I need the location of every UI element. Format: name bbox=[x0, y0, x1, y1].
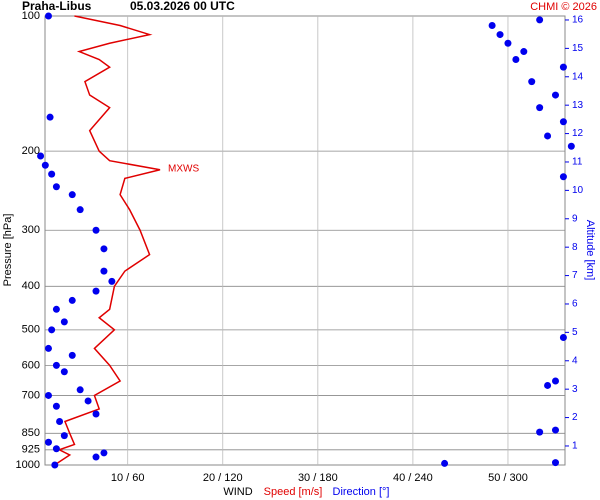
y2-tick-label: 16 bbox=[572, 15, 584, 26]
direction-point bbox=[92, 453, 100, 461]
direction-point bbox=[48, 326, 56, 334]
direction-point bbox=[52, 402, 60, 410]
direction-point bbox=[60, 368, 68, 376]
y-tick-label: 850 bbox=[22, 427, 40, 439]
direction-point bbox=[46, 113, 54, 121]
plot-frame bbox=[44, 15, 566, 466]
direction-point bbox=[108, 277, 116, 285]
x-tick-label: 50 / 300 bbox=[488, 472, 528, 484]
direction-point bbox=[44, 438, 52, 446]
direction-point bbox=[51, 461, 59, 469]
direction-point bbox=[559, 173, 567, 181]
y2-tick-label: 11 bbox=[572, 157, 583, 168]
y-tick-label: 200 bbox=[22, 145, 40, 157]
x-tick-label: 40 / 240 bbox=[393, 472, 433, 484]
direction-point bbox=[68, 191, 76, 199]
legend-speed: Speed [m/s] bbox=[264, 486, 323, 498]
direction-point bbox=[504, 39, 512, 47]
y2-tick-label: 13 bbox=[572, 100, 584, 111]
y2-tick-label: 2 bbox=[572, 412, 578, 423]
y2-tick-label: 5 bbox=[572, 327, 578, 338]
direction-point bbox=[496, 31, 504, 39]
direction-point bbox=[100, 449, 108, 457]
direction-point bbox=[559, 63, 567, 71]
direction-point bbox=[76, 386, 84, 394]
y-tick-label: 925 bbox=[22, 444, 40, 456]
direction-point bbox=[512, 56, 520, 64]
x-tick-label: 30 / 180 bbox=[298, 472, 338, 484]
y2-tick-label: 15 bbox=[572, 43, 584, 54]
direction-point bbox=[60, 318, 68, 326]
y2-tick-label: 1 bbox=[572, 441, 578, 452]
direction-point bbox=[60, 432, 68, 440]
credit: CHMI © 2026 bbox=[530, 1, 597, 13]
y-tick-label: 400 bbox=[22, 280, 40, 292]
direction-point bbox=[536, 428, 544, 436]
y-axis-label: Pressure [hPa] bbox=[2, 214, 14, 287]
y2-tick-label: 9 bbox=[572, 213, 578, 224]
y2-tick-label: 3 bbox=[572, 384, 578, 395]
direction-point bbox=[52, 305, 60, 313]
direction-point bbox=[520, 48, 528, 56]
direction-point bbox=[44, 391, 52, 399]
y2-tick-label: 7 bbox=[572, 270, 578, 281]
direction-point bbox=[68, 296, 76, 304]
speed-line bbox=[54, 15, 161, 466]
direction-point bbox=[41, 161, 49, 169]
chart-subtitle: 05.03.2026 00 UTC bbox=[130, 0, 235, 13]
y-tick-label: 100 bbox=[22, 10, 40, 22]
direction-point bbox=[92, 410, 100, 418]
y2-tick-label: 12 bbox=[572, 128, 584, 139]
annotation: MXWS bbox=[168, 164, 199, 175]
direction-point bbox=[52, 445, 60, 453]
y-tick-label: 500 bbox=[22, 324, 40, 336]
direction-point bbox=[551, 459, 559, 467]
y2-axis-label: Altitude [km] bbox=[584, 220, 596, 281]
y-tick-label: 600 bbox=[22, 359, 40, 371]
y-tick-label: 1000 bbox=[16, 459, 40, 471]
direction-point bbox=[100, 267, 108, 275]
direction-point bbox=[52, 183, 60, 191]
direction-point bbox=[56, 417, 64, 425]
direction-point bbox=[567, 142, 575, 150]
y2-tick-label: 14 bbox=[572, 71, 584, 82]
direction-point bbox=[100, 245, 108, 253]
y-tick-label: 700 bbox=[22, 389, 40, 401]
direction-point bbox=[559, 118, 567, 126]
direction-point bbox=[559, 333, 567, 341]
direction-point bbox=[48, 170, 56, 178]
direction-point bbox=[536, 104, 544, 112]
direction-point bbox=[551, 91, 559, 99]
legend-direction: Direction [°] bbox=[333, 486, 390, 498]
y2-tick-label: 6 bbox=[572, 299, 578, 310]
direction-point bbox=[44, 344, 52, 352]
y2-tick-label: 4 bbox=[572, 355, 578, 366]
direction-point bbox=[441, 459, 449, 467]
y2-tick-label: 10 bbox=[572, 185, 584, 196]
direction-point bbox=[488, 22, 496, 30]
direction-point bbox=[92, 287, 100, 295]
direction-point bbox=[76, 206, 84, 214]
x-axis-label: WIND bbox=[223, 486, 252, 498]
direction-point bbox=[544, 381, 552, 389]
direction-point bbox=[536, 16, 544, 24]
direction-point bbox=[44, 12, 52, 20]
direction-point bbox=[551, 426, 559, 434]
x-tick-label: 20 / 120 bbox=[203, 472, 243, 484]
direction-point bbox=[68, 351, 76, 359]
direction-point bbox=[544, 132, 552, 140]
direction-point bbox=[92, 226, 100, 234]
direction-point bbox=[528, 78, 536, 86]
direction-point bbox=[52, 361, 60, 369]
y2-tick-label: 8 bbox=[572, 242, 578, 253]
chart-title: Praha-Libus bbox=[22, 0, 92, 13]
direction-point bbox=[84, 397, 92, 405]
y-tick-label: 300 bbox=[22, 224, 40, 236]
x-tick-label: 10 / 60 bbox=[111, 472, 145, 484]
direction-point bbox=[37, 152, 45, 160]
direction-point bbox=[551, 377, 559, 385]
